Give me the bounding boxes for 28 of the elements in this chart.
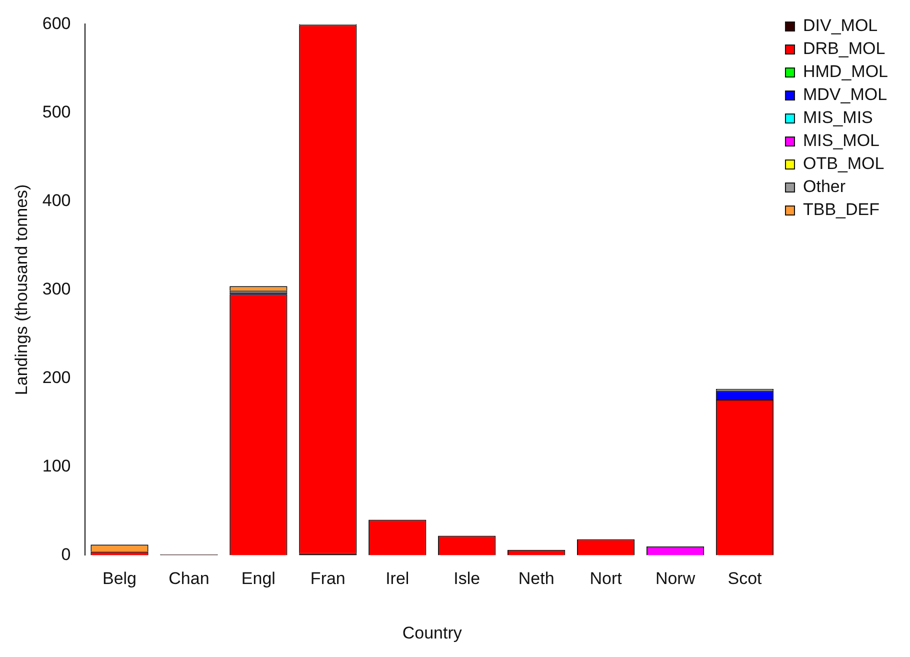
legend-label: MIS_MIS: [802, 108, 873, 128]
x-tick-label: Norw: [655, 569, 696, 588]
legend-label: DRB_MOL: [802, 39, 886, 58]
x-tick-label: Scot: [728, 569, 762, 588]
legend-label: MDV_MOL: [802, 85, 888, 104]
y-tick-label: 300: [42, 279, 71, 298]
legend-label: TBB_DEF: [802, 200, 880, 220]
x-tick-label: Irel: [386, 569, 410, 588]
legend-label: Other: [802, 177, 846, 196]
x-tick-label: Isle: [454, 569, 480, 588]
y-tick-label: 600: [42, 14, 71, 33]
x-tick-label: Engl: [241, 569, 276, 588]
y-tick-label: 0: [61, 544, 71, 564]
x-tick-label: Chan: [168, 569, 210, 588]
x-tick-label: Belg: [102, 569, 137, 588]
legend-label: MIS_MOL: [802, 131, 880, 150]
x-tick-label: Neth: [518, 569, 554, 588]
legend-label: OTB_MOL: [802, 154, 884, 174]
legend-label: HMD_MOL: [802, 62, 888, 82]
x-axis-title: Country: [402, 623, 462, 642]
legend-label: DIV_MOL: [802, 16, 878, 36]
y-axis-title: Landings (thousand tonnes): [12, 184, 31, 396]
y-tick-label: 400: [42, 190, 71, 210]
y-tick-label: 200: [42, 368, 71, 387]
x-tick-label: Nort: [590, 569, 622, 588]
x-tick-label: Fran: [310, 569, 346, 588]
y-tick-label: 100: [42, 456, 71, 476]
y-tick-label: 500: [42, 102, 71, 122]
